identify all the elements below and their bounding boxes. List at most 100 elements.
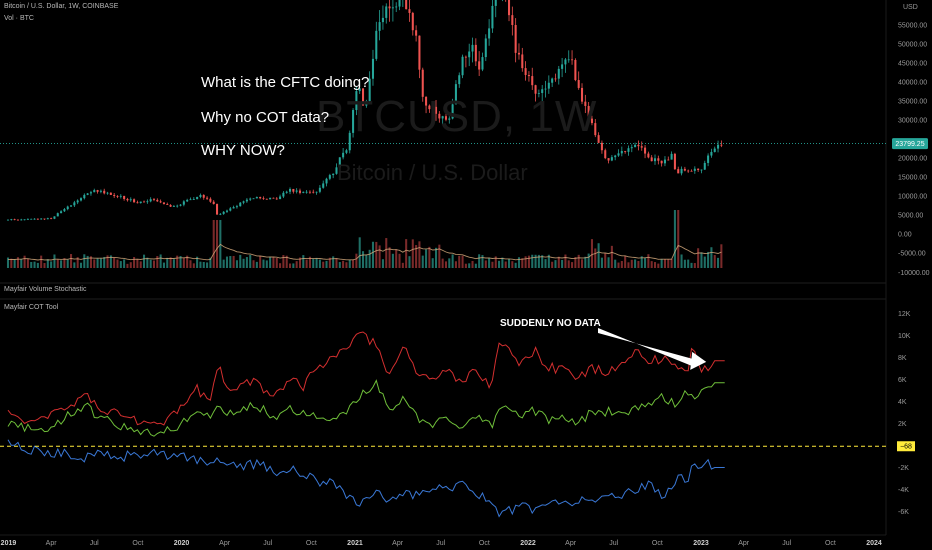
candle-body <box>189 199 192 201</box>
price-candle <box>505 0 507 2</box>
volume-bar <box>610 245 613 268</box>
price-candle <box>627 145 630 156</box>
price-candle <box>269 197 272 200</box>
volume-bar <box>192 263 195 268</box>
volume-bar <box>162 262 165 268</box>
volume-bar <box>352 259 355 268</box>
cot-tick-label: 12K <box>898 311 911 318</box>
candle-body <box>428 105 431 110</box>
price-candle <box>521 47 524 72</box>
candle-body <box>594 123 597 136</box>
candle-body <box>298 190 302 193</box>
volume-bar <box>600 257 603 268</box>
candle-body <box>713 148 716 152</box>
candle-body <box>381 17 384 23</box>
candle-body <box>670 153 673 160</box>
candle-body <box>315 191 318 193</box>
candle-body <box>620 150 623 154</box>
price-candle <box>670 151 673 160</box>
price-candle <box>511 6 514 36</box>
volume-bar <box>355 253 358 268</box>
volume-bar <box>484 260 487 268</box>
volume-bar <box>60 260 63 268</box>
candle-body <box>464 56 467 58</box>
volume-bar <box>700 252 703 268</box>
volume-bar <box>116 259 119 268</box>
price-candle <box>255 196 258 199</box>
price-candle <box>93 188 96 193</box>
price-candle <box>239 202 242 207</box>
candle-body <box>53 216 56 219</box>
candle-body <box>279 196 282 200</box>
price-candle <box>192 197 195 200</box>
candle-body <box>219 213 222 215</box>
volume-bar <box>232 255 235 268</box>
price-candle <box>79 197 83 202</box>
price-candle <box>113 192 116 198</box>
volume-bar <box>547 254 550 268</box>
price-candle <box>425 96 428 114</box>
volume-bar <box>531 254 534 268</box>
candle-body <box>249 198 252 200</box>
volume-bar <box>186 255 189 268</box>
callout-arrow-head <box>690 351 707 370</box>
volume-bar <box>365 254 368 268</box>
volume-bar <box>338 262 341 268</box>
candle-body <box>149 199 152 202</box>
price-candle <box>83 193 86 200</box>
price-candle <box>710 148 713 158</box>
candle-body <box>202 194 205 198</box>
volume-bar <box>398 253 401 268</box>
volume-bar <box>428 246 431 268</box>
candle-body <box>245 199 248 202</box>
volume-bar <box>405 239 408 268</box>
price-candle <box>20 218 23 221</box>
volume-bar <box>242 258 245 268</box>
volume-bar <box>79 262 83 268</box>
volume-bar <box>216 220 219 268</box>
volume-bar <box>239 254 242 268</box>
price-candle <box>607 158 610 164</box>
volume-bar <box>202 262 205 268</box>
volume-bar <box>624 255 627 268</box>
candle-body <box>571 59 574 61</box>
price-candle <box>398 0 401 11</box>
volume-bar <box>604 253 607 268</box>
volume-bar <box>660 258 663 268</box>
price-tick-label: -5000.00 <box>898 251 926 258</box>
volume-bar <box>189 260 192 268</box>
candle-body <box>209 198 212 202</box>
price-candle <box>133 198 136 203</box>
volume-bar <box>99 258 102 268</box>
price-candle <box>36 218 39 220</box>
price-candle <box>76 199 79 205</box>
price-candle <box>444 111 448 122</box>
price-candle <box>468 43 471 67</box>
candle-body <box>375 30 378 59</box>
price-candle <box>355 87 358 116</box>
volume-bar <box>368 249 371 268</box>
volume-bar <box>332 256 335 268</box>
volume-bar <box>395 249 398 268</box>
volume-bar <box>53 254 56 268</box>
price-candle <box>660 160 663 167</box>
candle-body <box>368 78 371 101</box>
volume-bar <box>265 260 268 268</box>
candle-body <box>451 104 454 119</box>
volume-bar <box>554 260 557 268</box>
candle-body <box>26 218 29 220</box>
volume-bar <box>594 248 597 268</box>
price-candle <box>196 196 199 200</box>
candle-body <box>564 59 567 65</box>
cot-tick-label: 10K <box>898 333 911 340</box>
volume-bar <box>16 257 19 268</box>
time-tick-label: Apr <box>392 540 404 547</box>
volume-bar <box>73 262 76 268</box>
price-candle <box>149 197 152 203</box>
volume-bar <box>544 259 547 268</box>
price-candle <box>285 190 288 194</box>
candle-body <box>308 191 311 193</box>
price-tick-label: 5000.00 <box>898 213 923 220</box>
candle-body <box>33 218 36 220</box>
